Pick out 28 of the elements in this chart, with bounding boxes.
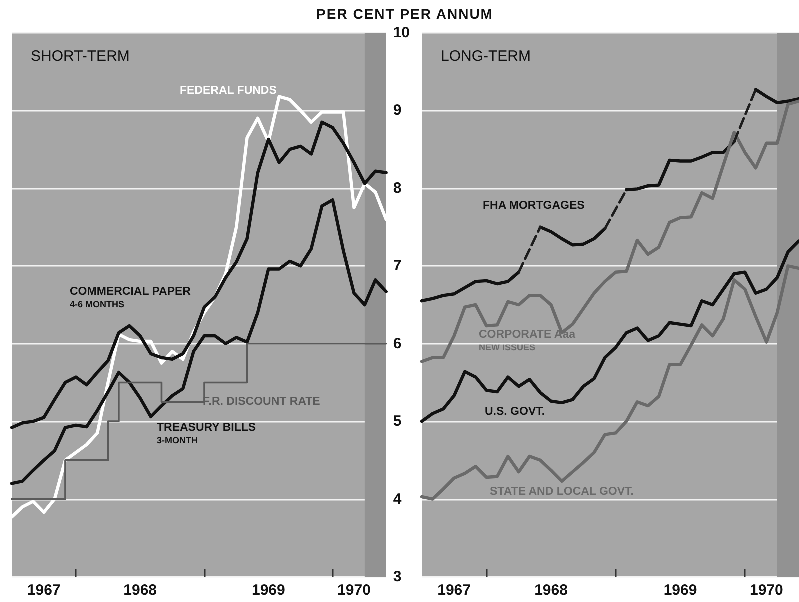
line-series: [10, 120, 388, 430]
series-label: CORPORATE Aaa NEW ISSUES: [479, 329, 576, 352]
y-tick-label: 10: [393, 24, 410, 42]
x-tick-label: 1968: [534, 582, 568, 599]
x-tick-label: 1968: [124, 582, 158, 599]
series-label: COMMERCIAL PAPER 4-6 MONTHS: [70, 286, 192, 310]
y-tick-label: 3: [393, 568, 402, 586]
x-tick-label: 1970: [338, 582, 371, 599]
x-tick-label: 1970: [750, 582, 784, 599]
text: SHORT-TERM: [31, 48, 130, 65]
series-label: U.S. GOVT.: [485, 406, 546, 418]
y-tick-label: 5: [393, 413, 402, 430]
text: LONG-TERM: [441, 48, 531, 65]
x-tick-label: 1967: [438, 582, 471, 599]
y-tick-label: 7: [393, 258, 402, 275]
series-label: FEDERAL FUNDS: [180, 85, 278, 97]
x-tick-label: 1969: [252, 582, 286, 599]
y-tick-label: 9: [393, 102, 402, 120]
x-tick-label: 1967: [27, 582, 61, 599]
series-label: STATE AND LOCAL GOVT.: [490, 486, 634, 498]
series-label: FHA MORTGAGES: [483, 200, 586, 212]
x-tick-label: 1969: [664, 582, 698, 599]
series-label: TREASURY BILLS 3-MONTH: [157, 422, 256, 446]
y-tick-label: 8: [393, 180, 402, 197]
y-tick-label: 4: [393, 490, 402, 508]
y-axis-title: PER CENT PER ANNUM: [316, 6, 494, 22]
line-series: [10, 198, 388, 486]
y-tick-label: 6: [393, 335, 402, 352]
